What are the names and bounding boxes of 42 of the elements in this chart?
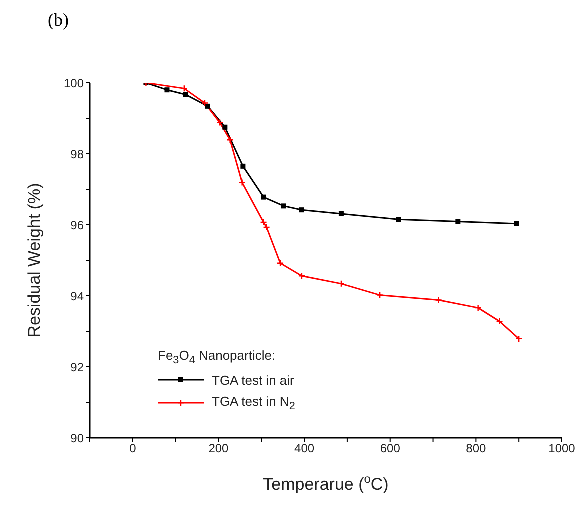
point <box>201 100 209 107</box>
point <box>338 211 344 216</box>
point <box>514 221 520 226</box>
point <box>456 219 461 224</box>
point <box>261 194 266 200</box>
point <box>281 204 286 209</box>
point <box>216 119 224 126</box>
y-tick-label: 96 <box>70 218 84 232</box>
legend-label: TGA test in air <box>212 372 294 388</box>
x-tick-label: 0 <box>130 442 137 456</box>
point <box>299 208 304 213</box>
y-tick-label: 94 <box>70 289 84 304</box>
point <box>396 217 402 222</box>
point <box>206 104 210 109</box>
y-tick-label: 92 <box>70 360 84 374</box>
point <box>180 85 188 92</box>
point <box>435 296 442 304</box>
point <box>238 179 246 186</box>
point <box>240 164 246 169</box>
y-tick-label: 90 <box>70 431 84 446</box>
point <box>226 136 234 144</box>
point <box>183 92 188 98</box>
point <box>376 292 384 299</box>
x-axis-title: Temperarue ($^{o}$C) <box>263 472 389 494</box>
point <box>474 304 482 312</box>
x-tick-label: 800 <box>466 442 487 456</box>
point <box>338 280 346 288</box>
chart-title: (b) <box>48 10 69 30</box>
legend-label: TGA test in N$_{2}$ <box>212 394 296 412</box>
point <box>298 272 306 280</box>
x-tick-label: 600 <box>380 442 401 456</box>
point <box>496 318 504 326</box>
y-tick-label: 100 <box>64 76 84 90</box>
y-tick-label: 98 <box>70 147 84 162</box>
legend-title: Fe$_{3}$O$_{4}$ Nanoparticle: <box>158 348 276 367</box>
x-tick-label: 1000 <box>548 442 576 456</box>
point <box>164 88 170 93</box>
point <box>276 260 284 267</box>
x-tick-label: 400 <box>294 442 315 456</box>
x-tick-label: 200 <box>208 442 230 456</box>
point <box>222 124 228 130</box>
y-axis-title: Residual Weight (%) <box>25 183 44 338</box>
